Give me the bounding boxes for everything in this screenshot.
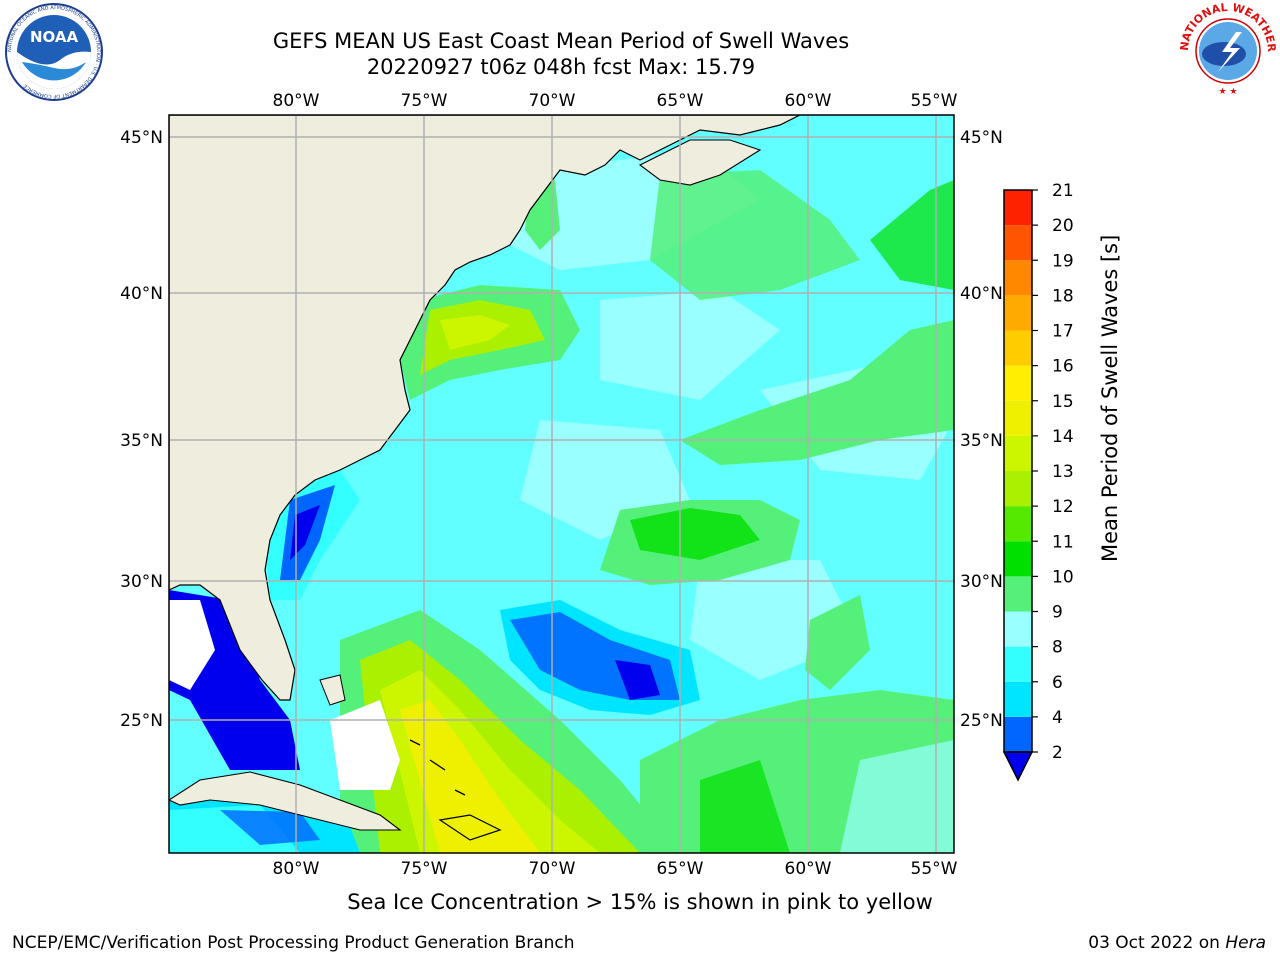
lat-ticks-right: 45°N 40°N 35°N 30°N 25°N [960, 128, 1003, 731]
lat-tick: 40°N [120, 284, 163, 304]
lon-tick: 70°W [529, 859, 576, 879]
lon-tick: 60°W [785, 91, 832, 111]
swell-period-field [169, 115, 954, 853]
map-subtitle: 20220927 t06z 048h fcst Max: 15.79 [366, 55, 756, 79]
lon-tick: 65°W [657, 859, 704, 879]
colorbar-level-label: 10 [1052, 567, 1074, 587]
lat-tick: 45°N [960, 128, 1003, 148]
colorbar-segment [1004, 576, 1032, 612]
colorbar-level-label: 13 [1052, 462, 1074, 482]
sea-ice-note: Sea Ice Concentration > 15% is shown in … [347, 890, 933, 914]
cuba-land [169, 771, 402, 831]
colorbar-segment [1004, 190, 1032, 226]
colorbar-level-label: 21 [1052, 181, 1074, 201]
lat-tick: 25°N [960, 711, 1003, 731]
colorbar-level-label: 19 [1052, 251, 1074, 271]
lon-tick: 55°W [911, 859, 958, 879]
svg-text:★ ★: ★ ★ [1219, 87, 1238, 97]
lon-ticks-top: 80°W 75°W 70°W 65°W 60°W 55°W [273, 91, 958, 111]
colorbar-segment [1004, 611, 1032, 647]
colorbar-segment [1004, 365, 1032, 401]
colorbar-title: Mean Period of Swell Waves [s] [1098, 234, 1122, 562]
colorbar-level-label: 2 [1052, 743, 1063, 763]
colorbar-level-label: 4 [1052, 708, 1063, 728]
colorbar-segment [1004, 330, 1032, 366]
colorbar-under-triangle [1002, 751, 1034, 782]
colorbar-level-label: 18 [1052, 286, 1074, 306]
north-america-land [169, 115, 801, 701]
lon-tick: 65°W [657, 91, 704, 111]
colorbar-segment [1004, 716, 1032, 752]
colorbar-level-label: 9 [1052, 603, 1063, 623]
nova-scotia-land [638, 139, 762, 186]
lat-tick: 40°N [960, 284, 1003, 304]
colorbar-level-label: 8 [1052, 638, 1063, 658]
lon-tick: 80°W [273, 859, 320, 879]
nws-logo: NATIONAL WEATHER SERVICE ★ ★ [1178, 2, 1278, 98]
colorbar-segment [1004, 400, 1032, 436]
colorbar-level-label: 16 [1052, 357, 1074, 377]
lon-tick: 55°W [911, 91, 958, 111]
lat-tick: 30°N [120, 572, 163, 592]
colorbar-level-label: 15 [1052, 392, 1074, 412]
colorbar-segment [1004, 435, 1032, 471]
colorbar-segment [1004, 681, 1032, 717]
lon-tick: 75°W [401, 91, 448, 111]
colorbar: 2 4 6 8 9 10 11 12 13 14 15 16 17 18 19 20 21 [1002, 181, 1074, 782]
footer-credit: NCEP/EMC/Verification Post Processing Pr… [12, 933, 575, 953]
colorbar-level-label: 6 [1052, 673, 1063, 693]
colorbar-level-label: 20 [1052, 216, 1074, 236]
colorbar-level-label: 17 [1052, 322, 1074, 342]
green-region [680, 320, 954, 465]
lat-ticks-left: 45°N 40°N 35°N 30°N 25°N [120, 128, 163, 731]
colorbar-segment [1004, 225, 1032, 261]
colorbar-segment [1004, 541, 1032, 577]
lat-tick: 35°N [120, 431, 163, 451]
colorbar-level-label: 11 [1052, 532, 1074, 552]
map-frame [168, 114, 955, 854]
colorbar-segment [1004, 471, 1032, 507]
footer-date: 03 Oct 2022 on Hera [1088, 933, 1266, 953]
lat-tick: 30°N [960, 572, 1003, 592]
noaa-logo: NOAA NATIONAL OCEANIC AND ATMOSPHERIC AD… [5, 3, 103, 101]
lon-tick: 80°W [273, 91, 320, 111]
colorbar-level-label: 12 [1052, 497, 1074, 517]
colorbar-level-label: 14 [1052, 427, 1074, 447]
colorbar-segment [1004, 506, 1032, 542]
colorbar-segment [1004, 646, 1032, 682]
noaa-logo-text: NOAA [30, 28, 79, 46]
lon-tick: 60°W [785, 859, 832, 879]
lon-tick: 70°W [529, 91, 576, 111]
lon-ticks-bottom: 80°W 75°W 70°W 65°W 60°W 55°W [273, 859, 958, 879]
lon-tick: 75°W [401, 859, 448, 879]
colorbar-segment [1004, 260, 1032, 296]
footer-host: Hera [1225, 933, 1266, 953]
lat-tick: 45°N [120, 128, 163, 148]
lat-tick: 25°N [120, 711, 163, 731]
lat-tick: 35°N [960, 431, 1003, 451]
colorbar-segment [1004, 295, 1032, 331]
map-title: GEFS MEAN US East Coast Mean Period of S… [272, 29, 850, 53]
graticule [169, 115, 954, 853]
